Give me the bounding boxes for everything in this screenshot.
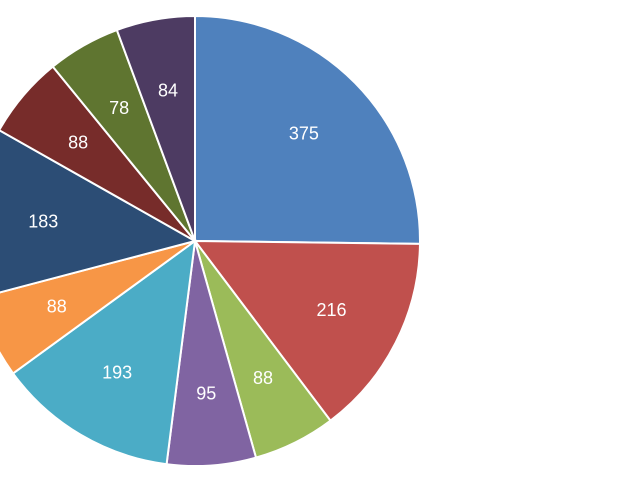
data-label: 183 xyxy=(28,211,58,231)
data-label: 216 xyxy=(316,300,346,320)
data-label: 78 xyxy=(109,98,129,118)
pie-slice xyxy=(0,240,196,375)
pie-slice xyxy=(0,129,198,294)
pie-slice xyxy=(115,14,196,242)
pie-slice xyxy=(192,239,421,423)
data-label: 193 xyxy=(102,363,132,383)
data-label: 88 xyxy=(253,368,273,388)
data-label: 375 xyxy=(289,124,319,144)
data-label: 88 xyxy=(47,297,67,317)
data-label: 95 xyxy=(196,384,216,404)
data-label: 88 xyxy=(68,132,88,152)
pie-slices xyxy=(0,14,421,467)
pie-data-labels: 375 216 88 95 193 88 183 88 78 84 xyxy=(28,80,346,403)
pie-slice xyxy=(11,238,197,466)
pie-slice xyxy=(194,14,421,245)
data-label: 84 xyxy=(158,80,178,100)
